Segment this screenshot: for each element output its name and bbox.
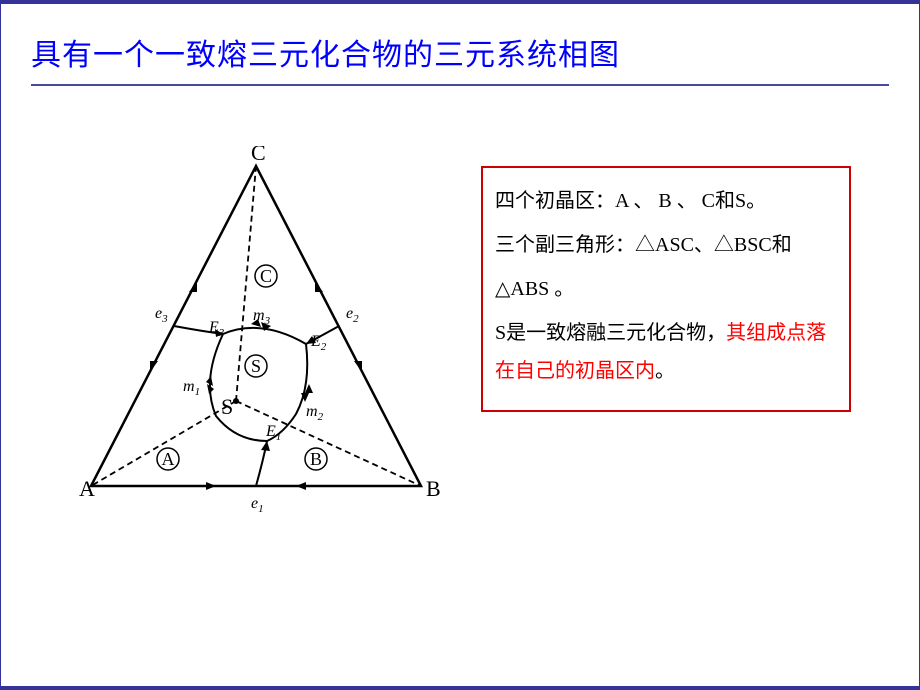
curve-E3-E1 <box>210 334 267 441</box>
region-B-label: B <box>310 449 322 469</box>
point-S <box>233 398 239 404</box>
info-line-2b: △ABS 。 <box>495 270 837 308</box>
vertex-A: A <box>79 476 95 501</box>
arrow-AB-2 <box>296 482 306 490</box>
dashed-SB <box>236 401 421 486</box>
info-box: 四个初晶区：A 、 B 、 C和S。 三个副三角形：△ASC、△BSC和 △AB… <box>481 166 851 412</box>
slide-title: 具有一个一致熔三元化合物的三元系统相图 <box>31 30 889 74</box>
edge-e3: e3 <box>155 305 168 325</box>
title-underline <box>31 84 889 86</box>
info-line-1: 四个初晶区：A 、 B 、 C和S。 <box>495 182 837 220</box>
slide-container: 具有一个一致熔三元化合物的三元系统相图 <box>0 0 920 690</box>
vertex-B: B <box>426 476 441 501</box>
eutectic-E2: E2 <box>310 333 327 353</box>
edge-e1: e1 <box>251 495 264 515</box>
info-line-2a: 三个副三角形：△ASC、△BSC和 <box>495 226 837 264</box>
edge-e2: e2 <box>346 305 359 325</box>
diagram-svg: A B C S A B C S e1 e2 e3 E1 E2 E3 <box>61 146 451 526</box>
arrow-e1-E1 <box>261 441 270 451</box>
phase-diagram: A B C S A B C S e1 e2 e3 E1 E2 E3 <box>61 146 451 526</box>
region-A-label: A <box>162 449 175 469</box>
info-3a: S是一致熔融三元化合物， <box>495 322 726 344</box>
vertex-C: C <box>251 146 266 165</box>
point-m1: m1 <box>183 378 200 398</box>
info-line-3: S是一致熔融三元化合物，其组成点落在自己的初晶区内。 <box>495 314 837 390</box>
region-S-label: S <box>251 356 261 376</box>
info-3c: 。 <box>655 360 675 382</box>
arrow-AB-1 <box>206 482 216 490</box>
point-S-label: S <box>221 394 233 419</box>
content-area: A B C S A B C S e1 e2 e3 E1 E2 E3 <box>31 146 889 526</box>
point-m2: m2 <box>306 403 324 423</box>
triangle-outline <box>91 166 421 486</box>
region-C-label: C <box>260 266 272 286</box>
